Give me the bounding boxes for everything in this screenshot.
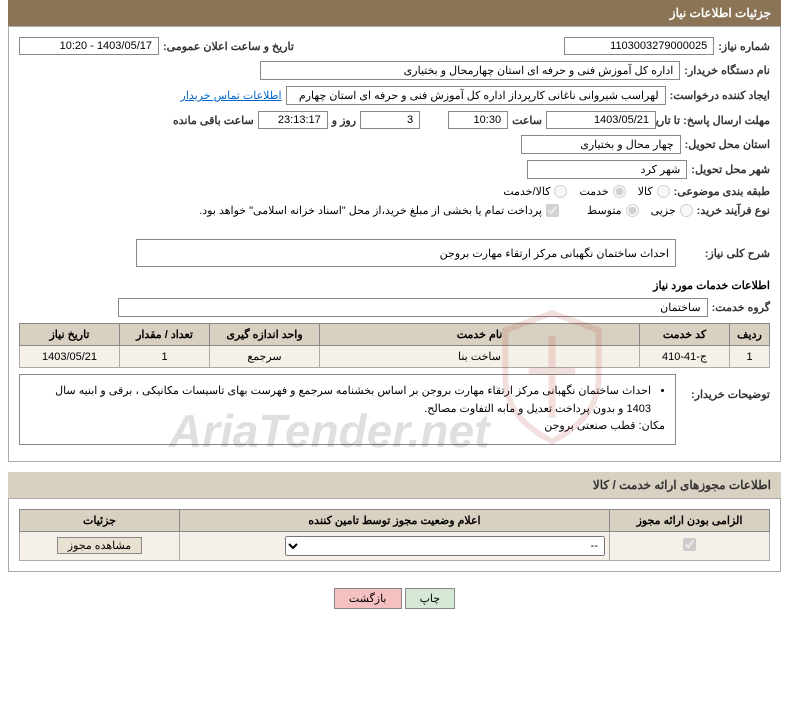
license-mandatory-checkbox[interactable] <box>683 538 696 551</box>
col-row: ردیف <box>730 324 770 346</box>
announce-value: 1403/05/17 - 10:20 <box>19 37 159 55</box>
back-button[interactable]: بازگشت <box>334 588 402 609</box>
category-label: طبقه بندی موضوعی: <box>674 185 770 198</box>
buyer-notes-box: احداث ساختمان نگهبانی مرکز ارتقاء مهارت … <box>19 374 676 445</box>
buyer-notes-label: توضیحات خریدار: <box>680 374 770 401</box>
license-body: الزامی بودن ارائه مجوز اعلام وضعیت مجوز … <box>8 498 781 572</box>
need-info-body: AriaTender.net شماره نیاز: 1103003279000… <box>8 26 781 462</box>
buyer-contact-link[interactable]: اطلاعات تماس خریدار <box>181 89 282 102</box>
license-status-select[interactable]: -- <box>285 536 605 556</box>
services-table: ردیف کد خدمت نام خدمت واحد اندازه گیری ت… <box>19 323 770 368</box>
time-label: ساعت <box>512 114 542 127</box>
announce-label: تاریخ و ساعت اعلان عمومی: <box>163 40 294 53</box>
need-number-value: 1103003279000025 <box>564 37 714 55</box>
requester-label: ایجاد کننده درخواست: <box>670 89 770 102</box>
table-row: 1ج-41-410ساخت بناسرجمع11403/05/21 <box>20 346 770 368</box>
treasury-checkbox[interactable] <box>546 204 559 217</box>
remaining-label: ساعت باقی مانده <box>173 114 254 127</box>
view-license-button[interactable]: مشاهده مجوز <box>57 537 142 554</box>
category-service[interactable]: خدمت <box>579 185 625 198</box>
days-and-label: روز و <box>332 114 356 127</box>
desc-label: شرح کلی نیاز: <box>680 247 770 260</box>
col-details: جزئیات <box>20 509 180 531</box>
license-table: الزامی بودن ارائه مجوز اعلام وضعیت مجوز … <box>19 509 770 561</box>
requester-value: لهراسب شیروانی ناغانی کارپرداز اداره کل … <box>286 86 666 105</box>
deadline-label: مهلت ارسال پاسخ: تا تاریخ: <box>660 114 770 127</box>
col-code: کد خدمت <box>640 324 730 346</box>
print-button[interactable]: چاپ <box>405 588 456 609</box>
deadline-date: 1403/05/21 <box>546 111 656 129</box>
purchase-type-label: نوع فرآیند خرید: <box>697 204 770 217</box>
desc-value: احداث ساختمان نگهبانی مرکز ارتقاء مهارت … <box>136 239 676 267</box>
deadline-time: 10:30 <box>448 111 508 129</box>
delivery-province-label: استان محل تحویل: <box>685 138 770 151</box>
remaining-days: 3 <box>360 111 420 129</box>
col-status: اعلام وضعیت مجوز توسط تامین کننده <box>180 509 610 531</box>
services-header: اطلاعات خدمات مورد نیاز <box>19 273 770 294</box>
need-info-header: جزئیات اطلاعات نیاز <box>8 0 781 26</box>
col-unit: واحد اندازه گیری <box>210 324 320 346</box>
buyer-org-label: نام دستگاه خریدار: <box>684 64 770 77</box>
delivery-province-value: چهار محال و بختیاری <box>521 135 681 154</box>
footer-buttons: چاپ بازگشت <box>8 582 781 615</box>
remaining-time: 23:13:17 <box>258 111 328 129</box>
col-mandatory: الزامی بودن ارائه مجوز <box>610 509 770 531</box>
license-row: -- مشاهده مجوز <box>20 531 770 560</box>
buyer-org-value: اداره کل آموزش فنی و حرفه ای استان چهارم… <box>260 61 680 80</box>
category-goods[interactable]: کالا <box>638 185 670 198</box>
col-qty: تعداد / مقدار <box>120 324 210 346</box>
service-group-value: ساختمان <box>118 298 708 317</box>
service-group-label: گروه خدمت: <box>712 301 770 314</box>
col-name: نام خدمت <box>320 324 640 346</box>
purchase-type-small[interactable]: جزیی <box>651 204 693 217</box>
buyer-note: مکان: قطب صنعتی بروجن <box>30 418 665 436</box>
license-header: اطلاعات مجوزهای ارائه خدمت / کالا <box>8 472 781 498</box>
payment-note: پرداخت تمام یا بخشی از مبلغ خرید،از محل … <box>199 204 542 217</box>
col-date: تاریخ نیاز <box>20 324 120 346</box>
category-both[interactable]: کالا/خدمت <box>503 185 567 198</box>
need-number-label: شماره نیاز: <box>718 40 770 53</box>
purchase-type-medium[interactable]: متوسط <box>587 204 639 217</box>
delivery-city-label: شهر محل تحویل: <box>691 163 770 176</box>
delivery-city-value: شهر کرد <box>527 160 687 179</box>
buyer-note: احداث ساختمان نگهبانی مرکز ارتقاء مهارت … <box>30 383 651 418</box>
